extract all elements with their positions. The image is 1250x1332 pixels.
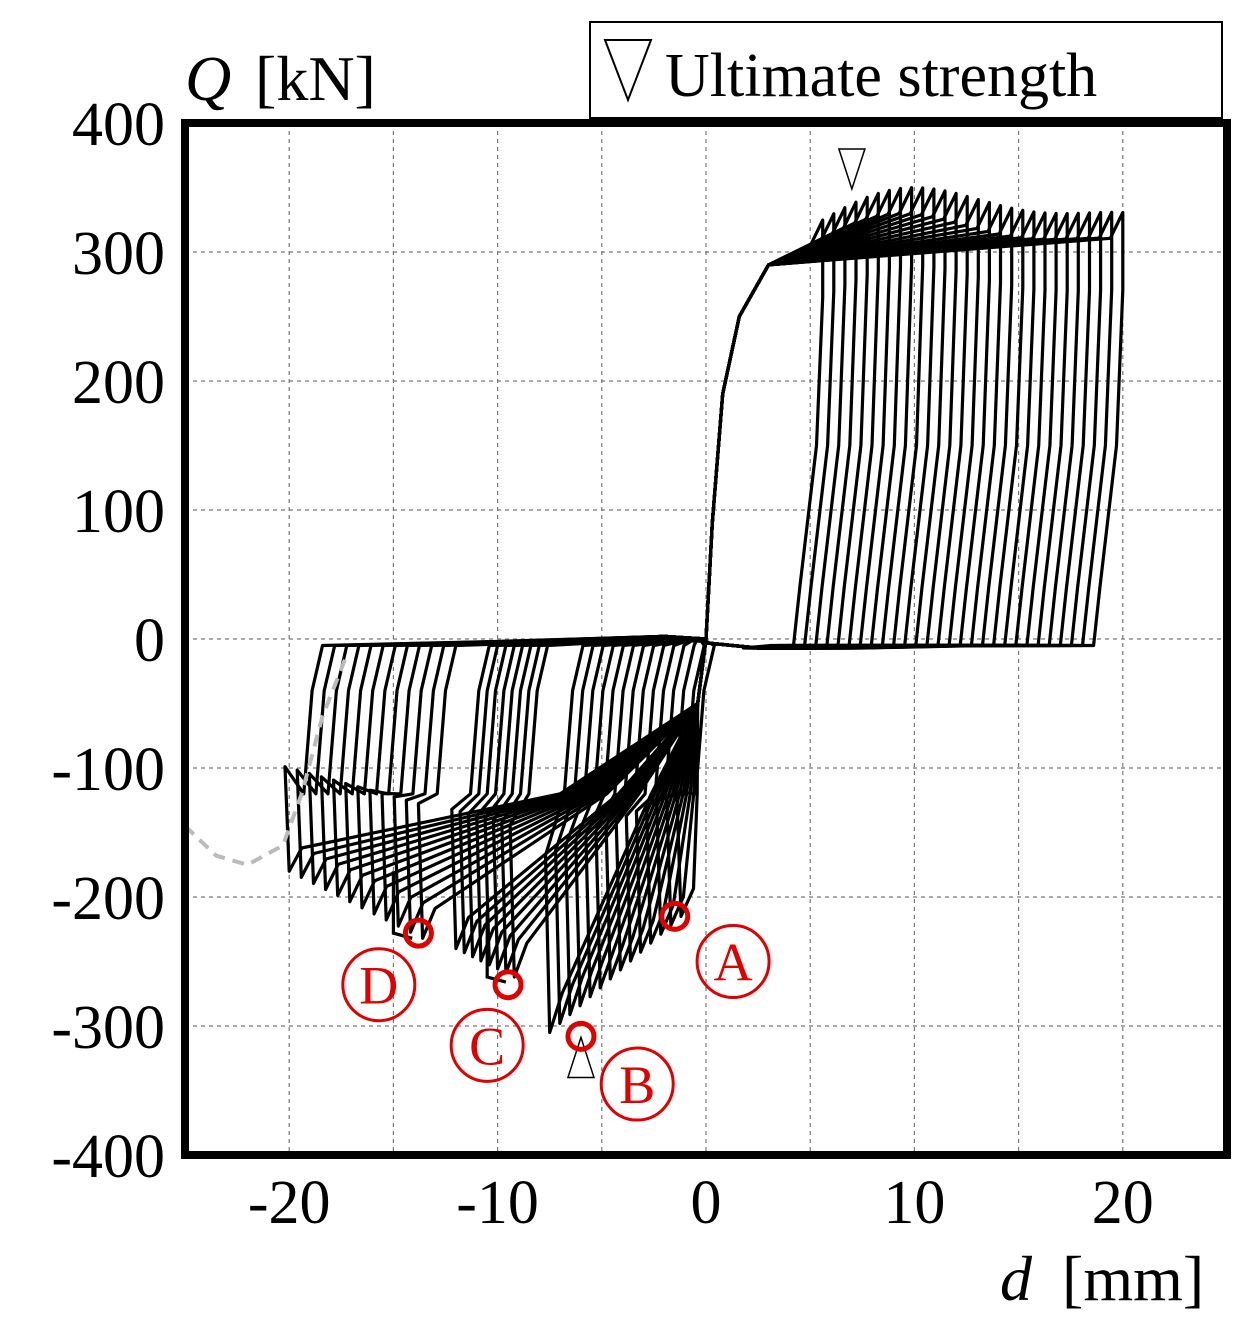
marked-point-label-ring xyxy=(341,947,417,1023)
positive-hysteresis-loop xyxy=(704,211,1092,650)
positive-hysteresis-loop xyxy=(704,211,1103,650)
y-tick-label: -400 xyxy=(51,1123,165,1191)
y-tick-label: -300 xyxy=(51,994,165,1062)
positive-hysteresis-loop xyxy=(704,212,836,650)
negative-hysteresis-loop xyxy=(624,634,708,963)
y-tick-label: 400 xyxy=(72,91,165,159)
ultimate-strength-triangle-icon xyxy=(566,1035,595,1079)
marked-point-circle xyxy=(402,917,434,949)
y-tick-label: -200 xyxy=(51,865,165,933)
ultimate-strength-triangle-icon xyxy=(837,148,866,192)
positive-hysteresis-loop xyxy=(704,197,980,650)
x-tick-label: 20 xyxy=(1092,1169,1154,1237)
x-axis-label-variable: d xyxy=(1000,1243,1033,1314)
positive-hysteresis-loop xyxy=(704,201,991,650)
strength-drop-segment xyxy=(485,909,507,984)
legend-triangle-down-icon xyxy=(603,39,653,103)
marked-point-label-ring xyxy=(695,924,771,999)
negative-hysteresis-loop xyxy=(283,634,708,873)
x-tick-label: 10 xyxy=(883,1169,945,1237)
positive-hysteresis-loop xyxy=(704,208,1025,650)
marked-point-label: B xyxy=(619,1055,655,1115)
x-tick-label: -20 xyxy=(248,1169,331,1237)
positive-hysteresis-loop xyxy=(704,211,1058,650)
gray-dashed-curve xyxy=(183,657,348,867)
x-tick-label: 0 xyxy=(691,1169,722,1237)
y-axis-label-unit: [kN] xyxy=(255,43,376,114)
x-axis-label-unit: [mm] xyxy=(1062,1243,1204,1314)
y-tick-label: 100 xyxy=(72,478,165,546)
plot-frame xyxy=(181,119,1231,1159)
marked-point-circle xyxy=(492,969,524,1001)
marked-point-circle xyxy=(659,900,691,932)
marked-point-label: A xyxy=(714,933,753,993)
y-tick-label: 0 xyxy=(134,607,165,675)
x-tick-label: -10 xyxy=(456,1169,539,1237)
legend-label: Ultimate strength xyxy=(665,42,1097,110)
marked-point-label: C xyxy=(469,1016,505,1076)
positive-hysteresis-loop xyxy=(704,210,1125,650)
y-axis-label-variable: Q xyxy=(185,43,231,114)
marked-point-label-ring xyxy=(449,1007,525,1083)
legend: Ultimate strength xyxy=(589,21,1223,119)
curves xyxy=(183,186,1125,1035)
legend-box xyxy=(589,21,1223,119)
marked-point-circle xyxy=(565,1020,597,1052)
y-tick-label: -100 xyxy=(51,736,165,804)
y-tick-label: 200 xyxy=(72,349,165,417)
marked-point-label: D xyxy=(359,956,398,1016)
positive-hysteresis-loop xyxy=(704,218,825,650)
marked-point-label-ring xyxy=(599,1046,675,1122)
markers: A B C D xyxy=(341,148,866,1122)
y-tick-label: 300 xyxy=(72,220,165,288)
